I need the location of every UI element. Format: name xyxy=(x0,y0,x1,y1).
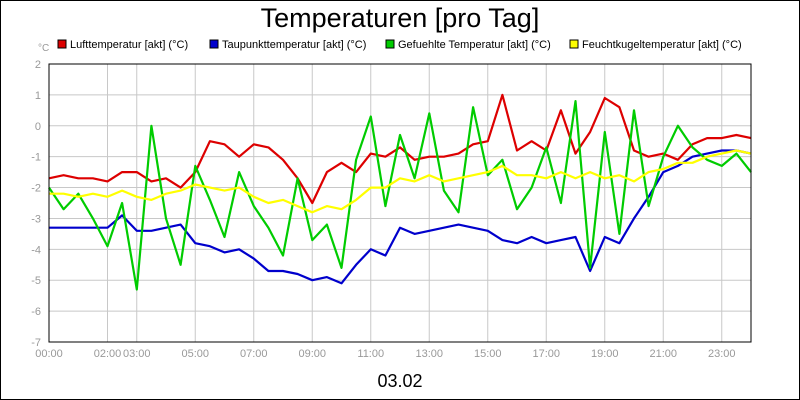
y-tick-label: -3 xyxy=(31,213,41,225)
y-tick-label: -7 xyxy=(31,337,41,349)
legend-label: Gefuehlte Temperatur [akt] (°C) xyxy=(398,39,551,51)
y-tick-label: 2 xyxy=(35,59,41,71)
y-tick-label: -1 xyxy=(31,152,41,164)
legend-swatch xyxy=(209,39,219,49)
plot-border xyxy=(48,63,752,343)
y-tick-label: -6 xyxy=(31,306,41,318)
y-tick-label: 0 xyxy=(35,121,41,133)
x-tick-label: 19:00 xyxy=(591,348,619,360)
y-tick-label: -4 xyxy=(31,244,41,256)
legend-swatch xyxy=(57,39,67,49)
x-tick-label: 11:00 xyxy=(357,348,384,360)
series-lines xyxy=(48,93,752,291)
x-axis-ticks: 00:00 02:00 03:00 05:00 07:00 09:00 11:00 13:00… xyxy=(35,348,735,360)
y-tick-label: -5 xyxy=(31,275,41,287)
x-tick-label: 23:00 xyxy=(708,348,736,360)
legend-label: Feuchtkugeltemperatur [akt] (°C) xyxy=(582,39,742,51)
x-tick-label: 13:00 xyxy=(415,348,443,360)
series-line-1 xyxy=(48,93,752,205)
x-tick-label: 03:00 xyxy=(123,348,151,360)
y-axis-ticks: -7 -6 -5 -4 -3 -2 -1 0 1 2 xyxy=(31,59,41,349)
date-label: 03.02 xyxy=(377,371,422,391)
legend: Lufttemperatur [akt] (°C) Taupunkttempera… xyxy=(57,39,742,51)
y-tick-label: 1 xyxy=(35,90,41,102)
x-tick-label: 02:00 xyxy=(94,348,122,360)
legend-swatch xyxy=(385,39,395,49)
x-tick-label: 17:00 xyxy=(532,348,560,360)
x-tick-label: 00:00 xyxy=(35,348,63,360)
series-line-2 xyxy=(49,149,752,285)
x-tick-label: 07:00 xyxy=(240,348,268,360)
x-tick-label: 15:00 xyxy=(474,348,502,360)
x-tick-label: 09:00 xyxy=(298,348,326,360)
legend-label: Lufttemperatur [akt] (°C) xyxy=(70,39,188,51)
y-axis-unit: °C xyxy=(38,43,49,54)
legend-label: Taupunkttemperatur [akt] (°C) xyxy=(222,39,366,51)
x-tick-label: 05:00 xyxy=(181,348,209,360)
legend-swatch xyxy=(569,39,579,49)
y-tick-label: -2 xyxy=(31,183,41,195)
x-tick-label: 21:00 xyxy=(649,348,677,360)
chart-title: Temperaturen [pro Tag] xyxy=(261,3,540,33)
series-line-3 xyxy=(48,99,752,291)
series-line-4 xyxy=(49,149,752,214)
